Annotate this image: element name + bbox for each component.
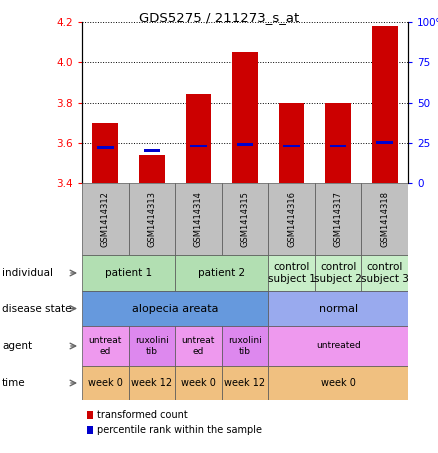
Text: untreated: untreated	[316, 342, 360, 351]
Bar	[222, 366, 268, 400]
Bar	[361, 183, 408, 255]
Bar	[190, 145, 207, 147]
Bar	[361, 255, 408, 291]
Bar	[87, 426, 92, 434]
Text: GSM1414313: GSM1414313	[147, 191, 156, 247]
Bar	[139, 155, 165, 183]
Text: transformed count: transformed count	[97, 410, 187, 420]
Text: week 12: week 12	[224, 378, 265, 388]
Bar	[268, 255, 315, 291]
Bar	[268, 291, 408, 326]
Bar	[129, 326, 175, 366]
Bar	[129, 366, 175, 400]
Text: time: time	[2, 378, 26, 388]
Text: ruxolini
tib: ruxolini tib	[135, 336, 169, 356]
Bar	[82, 366, 129, 400]
Bar	[268, 326, 408, 366]
Bar	[268, 366, 408, 400]
Bar	[330, 145, 346, 147]
Bar	[315, 255, 361, 291]
Text: week 0: week 0	[88, 378, 123, 388]
Text: week 12: week 12	[131, 378, 173, 388]
Text: untreat
ed: untreat ed	[88, 336, 122, 356]
Text: percentile rank within the sample: percentile rank within the sample	[97, 425, 262, 435]
Bar	[325, 102, 351, 183]
Bar	[315, 183, 361, 255]
Bar	[175, 366, 222, 400]
Bar	[186, 94, 211, 183]
Bar	[279, 102, 304, 183]
Text: GSM1414317: GSM1414317	[334, 191, 343, 247]
Text: control
subject 1: control subject 1	[268, 262, 315, 284]
Bar	[232, 52, 258, 183]
Text: GDS5275 / 211273_s_at: GDS5275 / 211273_s_at	[139, 11, 299, 24]
Text: normal: normal	[318, 304, 358, 313]
Text: control
subject 3: control subject 3	[361, 262, 409, 284]
Text: patient 2: patient 2	[198, 268, 245, 278]
Bar	[82, 255, 175, 291]
Bar	[129, 183, 175, 255]
Bar	[87, 411, 92, 419]
Bar	[175, 183, 222, 255]
Bar	[268, 183, 315, 255]
Bar	[82, 291, 268, 326]
Bar	[175, 255, 268, 291]
Bar	[376, 141, 393, 144]
Bar	[372, 26, 398, 183]
Text: week 0: week 0	[181, 378, 216, 388]
Text: patient 1: patient 1	[105, 268, 152, 278]
Text: ruxolini
tib: ruxolini tib	[228, 336, 262, 356]
Text: untreat
ed: untreat ed	[182, 336, 215, 356]
Bar	[283, 145, 300, 147]
Text: GSM1414316: GSM1414316	[287, 191, 296, 247]
Text: week 0: week 0	[321, 378, 356, 388]
Bar	[82, 183, 129, 255]
Text: agent: agent	[2, 341, 32, 351]
Text: GSM1414315: GSM1414315	[240, 191, 250, 247]
Bar	[222, 326, 268, 366]
Bar	[92, 123, 118, 183]
Text: control
subject 2: control subject 2	[314, 262, 362, 284]
Bar	[237, 143, 253, 146]
Bar	[222, 183, 268, 255]
Text: disease state: disease state	[2, 304, 71, 313]
Bar	[97, 146, 113, 149]
Text: GSM1414318: GSM1414318	[380, 191, 389, 247]
Bar	[175, 326, 222, 366]
Bar	[144, 149, 160, 152]
Text: individual: individual	[2, 268, 53, 278]
Text: GSM1414312: GSM1414312	[101, 191, 110, 247]
Text: alopecia areata: alopecia areata	[132, 304, 219, 313]
Text: GSM1414314: GSM1414314	[194, 191, 203, 247]
Bar	[82, 326, 129, 366]
